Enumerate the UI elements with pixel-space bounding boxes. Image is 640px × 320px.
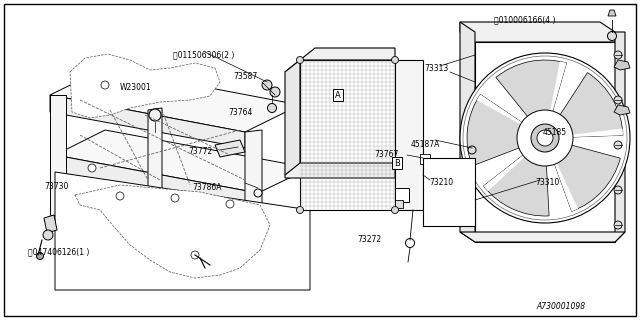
Circle shape: [607, 31, 616, 41]
Polygon shape: [55, 155, 258, 210]
Polygon shape: [55, 130, 310, 193]
Circle shape: [101, 81, 109, 89]
Polygon shape: [75, 185, 270, 278]
Polygon shape: [614, 105, 630, 115]
Text: 45185: 45185: [543, 128, 567, 137]
Bar: [475, 42, 615, 242]
Wedge shape: [477, 94, 545, 138]
Text: 73786A: 73786A: [192, 183, 221, 192]
Circle shape: [517, 110, 573, 166]
Polygon shape: [460, 22, 615, 42]
Polygon shape: [285, 163, 395, 178]
Circle shape: [468, 146, 476, 154]
Polygon shape: [50, 95, 66, 215]
Polygon shape: [615, 32, 625, 242]
Polygon shape: [608, 10, 616, 16]
Text: B: B: [394, 158, 400, 167]
Wedge shape: [545, 61, 566, 138]
Polygon shape: [44, 215, 57, 233]
Polygon shape: [148, 108, 162, 210]
Text: 73210: 73210: [429, 178, 453, 187]
Polygon shape: [245, 130, 262, 210]
Wedge shape: [545, 73, 623, 138]
Circle shape: [537, 130, 553, 146]
Circle shape: [254, 189, 262, 197]
Circle shape: [296, 206, 303, 213]
Text: 73730: 73730: [44, 182, 68, 191]
Circle shape: [116, 192, 124, 200]
Text: A730001098: A730001098: [536, 302, 585, 311]
Text: 73310: 73310: [535, 178, 559, 187]
Text: 73764: 73764: [228, 108, 252, 117]
Circle shape: [268, 103, 276, 113]
Circle shape: [226, 200, 234, 208]
Text: 73767: 73767: [374, 150, 398, 159]
Bar: [420, 154, 430, 164]
Text: Ⓑ047406126(1 ): Ⓑ047406126(1 ): [28, 247, 90, 256]
Circle shape: [392, 206, 399, 213]
Wedge shape: [484, 138, 545, 191]
Circle shape: [88, 164, 96, 172]
Bar: [395, 60, 423, 210]
Wedge shape: [467, 94, 545, 166]
Circle shape: [262, 80, 272, 90]
Text: W23001: W23001: [120, 83, 152, 92]
Circle shape: [191, 251, 199, 259]
Text: 73272: 73272: [357, 235, 381, 244]
Circle shape: [614, 51, 622, 59]
Wedge shape: [545, 129, 623, 138]
Polygon shape: [70, 54, 220, 118]
Bar: [395, 188, 409, 202]
Bar: [423, 158, 475, 226]
Wedge shape: [496, 60, 566, 138]
Polygon shape: [215, 140, 245, 157]
Text: Ⓑ010006166(4 ): Ⓑ010006166(4 ): [494, 15, 556, 24]
Polygon shape: [460, 22, 475, 242]
Text: 73772: 73772: [188, 147, 212, 156]
Bar: [300, 60, 395, 210]
Circle shape: [36, 252, 44, 260]
Circle shape: [406, 238, 415, 247]
Polygon shape: [285, 60, 300, 175]
Polygon shape: [50, 68, 300, 132]
Bar: [395, 200, 403, 208]
Polygon shape: [300, 48, 395, 62]
Polygon shape: [55, 172, 310, 290]
Circle shape: [392, 57, 399, 63]
Circle shape: [614, 96, 622, 104]
Text: 73313: 73313: [424, 64, 448, 73]
Circle shape: [149, 109, 161, 121]
Circle shape: [43, 230, 53, 240]
Text: Ⓑ011506306(2 ): Ⓑ011506306(2 ): [173, 50, 234, 59]
Polygon shape: [614, 60, 630, 70]
Text: A: A: [335, 91, 341, 100]
Wedge shape: [545, 138, 578, 211]
Circle shape: [614, 141, 622, 149]
Circle shape: [614, 221, 622, 229]
Polygon shape: [460, 232, 625, 242]
Polygon shape: [285, 60, 395, 72]
Circle shape: [531, 124, 559, 152]
Wedge shape: [484, 138, 549, 216]
Text: 73587: 73587: [233, 72, 257, 81]
Circle shape: [614, 186, 622, 194]
Circle shape: [296, 57, 303, 63]
Wedge shape: [545, 138, 620, 211]
Circle shape: [171, 194, 179, 202]
Circle shape: [460, 53, 630, 223]
Circle shape: [270, 87, 280, 97]
Text: 45187A: 45187A: [411, 140, 440, 149]
Polygon shape: [50, 95, 245, 148]
